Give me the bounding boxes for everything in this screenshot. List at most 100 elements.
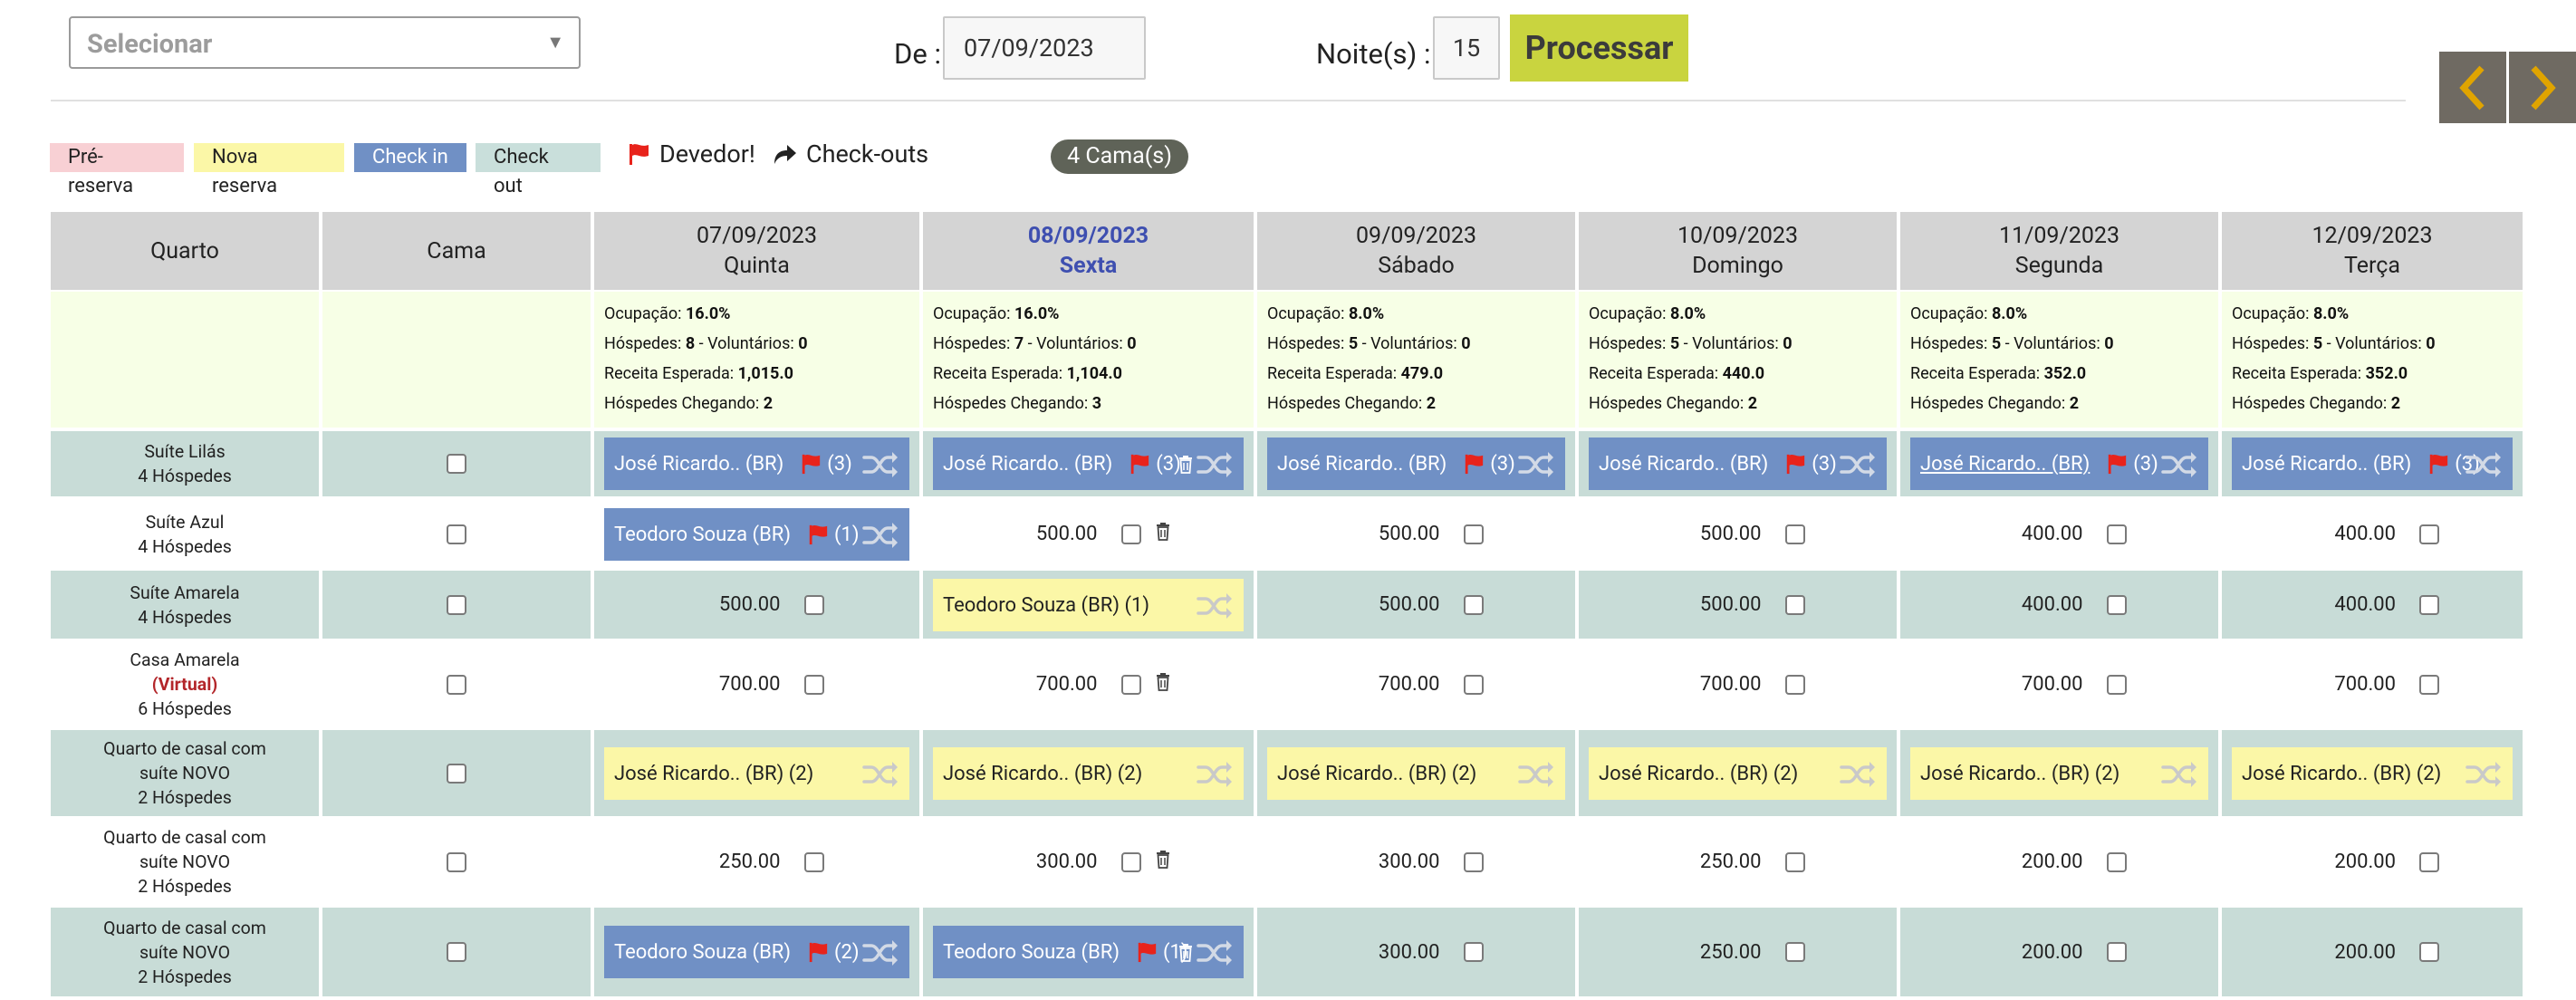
- delete-button[interactable]: [1178, 944, 1193, 967]
- move-booking-button[interactable]: [862, 451, 899, 484]
- price-checkbox[interactable]: [803, 594, 824, 615]
- bed-checkbox[interactable]: [447, 454, 466, 474]
- price-checkbox[interactable]: [2419, 524, 2439, 544]
- trash-icon[interactable]: [1178, 456, 1193, 474]
- price-checkbox[interactable]: [1463, 942, 1484, 962]
- price-checkbox[interactable]: [1120, 524, 1141, 544]
- bed-checkbox[interactable]: [447, 851, 466, 872]
- price-checkbox[interactable]: [803, 851, 824, 872]
- booking-block[interactable]: José Ricardo.. (BR) (2): [1267, 747, 1565, 800]
- price-checkbox[interactable]: [1784, 594, 1805, 615]
- price-checkbox[interactable]: [1784, 942, 1805, 962]
- price-checkbox[interactable]: [2419, 594, 2439, 615]
- day-header[interactable]: 09/09/2023 Sábado: [1257, 212, 1575, 290]
- booking-block[interactable]: Teodoro Souza (BR) (1): [604, 508, 909, 561]
- move-booking-button[interactable]: [1518, 761, 1554, 793]
- nights-input[interactable]: 15: [1433, 16, 1500, 80]
- booking-block[interactable]: Teodoro Souza (BR) (1): [933, 579, 1244, 631]
- bed-checkbox[interactable]: [447, 942, 466, 962]
- booking-block[interactable]: Teodoro Souza (BR) (1): [933, 926, 1244, 978]
- booking-block[interactable]: José Ricardo.. (BR) (2): [1589, 747, 1887, 800]
- booking-block[interactable]: José Ricardo.. (BR) (3): [933, 438, 1244, 490]
- booking-block[interactable]: José Ricardo.. (BR) (3): [2232, 438, 2513, 490]
- price-checkbox[interactable]: [2106, 674, 2127, 695]
- guest-name[interactable]: José Ricardo.. (BR) (2): [614, 762, 814, 785]
- booking-block[interactable]: José Ricardo.. (BR) (3): [1910, 438, 2208, 490]
- price-checkbox[interactable]: [1120, 851, 1141, 872]
- trash-icon[interactable]: [1156, 522, 1170, 541]
- trash-icon[interactable]: [1156, 672, 1170, 691]
- move-booking-button[interactable]: [862, 939, 899, 972]
- price-checkbox[interactable]: [1463, 674, 1484, 695]
- booking-block[interactable]: José Ricardo.. (BR) (2): [2232, 747, 2513, 800]
- move-booking-button[interactable]: [2161, 451, 2197, 484]
- delete-button[interactable]: [1156, 672, 1170, 697]
- move-booking-button[interactable]: [2465, 451, 2502, 484]
- day-header[interactable]: 07/09/2023 Quinta: [594, 212, 919, 290]
- process-button[interactable]: Processar: [1510, 14, 1688, 82]
- booking-block[interactable]: José Ricardo.. (BR) (2): [933, 747, 1244, 800]
- day-header[interactable]: 08/09/2023 Sexta: [923, 212, 1254, 290]
- prev-button[interactable]: [2439, 52, 2506, 123]
- guest-name[interactable]: José Ricardo.. (BR) (2): [1277, 762, 1477, 785]
- price-checkbox[interactable]: [2106, 942, 2127, 962]
- guest-name[interactable]: José Ricardo.. (BR): [1599, 452, 1769, 476]
- guest-name[interactable]: José Ricardo.. (BR): [2242, 452, 2412, 476]
- guest-name[interactable]: José Ricardo.. (BR) (2): [943, 762, 1143, 785]
- move-booking-button[interactable]: [1197, 939, 1233, 972]
- price-checkbox[interactable]: [2419, 851, 2439, 872]
- move-booking-button[interactable]: [2465, 761, 2502, 793]
- guest-name[interactable]: José Ricardo.. (BR) (2): [2242, 762, 2442, 785]
- price-checkbox[interactable]: [803, 674, 824, 695]
- guest-name[interactable]: José Ricardo.. (BR): [1920, 452, 2091, 476]
- bed-checkbox[interactable]: [447, 763, 466, 784]
- bed-checkbox[interactable]: [447, 674, 466, 695]
- day-header[interactable]: 10/09/2023 Domingo: [1579, 212, 1897, 290]
- price-checkbox[interactable]: [2106, 594, 2127, 615]
- guest-name[interactable]: Teodoro Souza (BR): [943, 940, 1120, 964]
- price-checkbox[interactable]: [1120, 674, 1141, 695]
- trash-icon[interactable]: [1178, 944, 1193, 962]
- delete-button[interactable]: [1156, 522, 1170, 546]
- price-checkbox[interactable]: [2106, 851, 2127, 872]
- price-checkbox[interactable]: [1784, 674, 1805, 695]
- guest-name[interactable]: Teodoro Souza (BR): [614, 940, 792, 964]
- date-input[interactable]: 07/09/2023: [943, 16, 1146, 80]
- price-checkbox[interactable]: [1463, 851, 1484, 872]
- delete-button[interactable]: [1178, 456, 1193, 479]
- move-booking-button[interactable]: [1840, 451, 1876, 484]
- move-booking-button[interactable]: [2161, 761, 2197, 793]
- price-checkbox[interactable]: [2419, 942, 2439, 962]
- price-checkbox[interactable]: [1463, 524, 1484, 544]
- price-checkbox[interactable]: [2419, 674, 2439, 695]
- booking-block[interactable]: José Ricardo.. (BR) (2): [1910, 747, 2208, 800]
- delete-button[interactable]: [1156, 850, 1170, 874]
- trash-icon[interactable]: [1156, 850, 1170, 869]
- day-header[interactable]: 12/09/2023 Terça: [2222, 212, 2523, 290]
- guest-name[interactable]: José Ricardo.. (BR): [614, 452, 784, 476]
- guest-name[interactable]: José Ricardo.. (BR): [1277, 452, 1447, 476]
- booking-block[interactable]: José Ricardo.. (BR) (3): [1589, 438, 1887, 490]
- booking-block[interactable]: José Ricardo.. (BR) (3): [604, 438, 909, 490]
- move-booking-button[interactable]: [1518, 451, 1554, 484]
- move-booking-button[interactable]: [1840, 761, 1876, 793]
- guest-name[interactable]: José Ricardo.. (BR) (2): [1599, 762, 1799, 785]
- guest-name[interactable]: José Ricardo.. (BR) (2): [1920, 762, 2120, 785]
- move-booking-button[interactable]: [862, 761, 899, 793]
- bed-checkbox[interactable]: [447, 524, 466, 544]
- price-checkbox[interactable]: [1784, 851, 1805, 872]
- move-booking-button[interactable]: [1197, 592, 1233, 625]
- guest-name[interactable]: Teodoro Souza (BR) (1): [943, 593, 1150, 617]
- booking-block[interactable]: José Ricardo.. (BR) (2): [604, 747, 909, 800]
- move-booking-button[interactable]: [1197, 451, 1233, 484]
- move-booking-button[interactable]: [862, 522, 899, 554]
- booking-block[interactable]: Teodoro Souza (BR) (2): [604, 926, 909, 978]
- next-button[interactable]: [2509, 52, 2576, 123]
- price-checkbox[interactable]: [2106, 524, 2127, 544]
- day-header[interactable]: 11/09/2023 Segunda: [1900, 212, 2218, 290]
- room-select[interactable]: Selecionar ▼: [69, 16, 581, 69]
- booking-block[interactable]: José Ricardo.. (BR) (3): [1267, 438, 1565, 490]
- price-checkbox[interactable]: [1784, 524, 1805, 544]
- bed-checkbox[interactable]: [447, 594, 466, 615]
- price-checkbox[interactable]: [1463, 594, 1484, 615]
